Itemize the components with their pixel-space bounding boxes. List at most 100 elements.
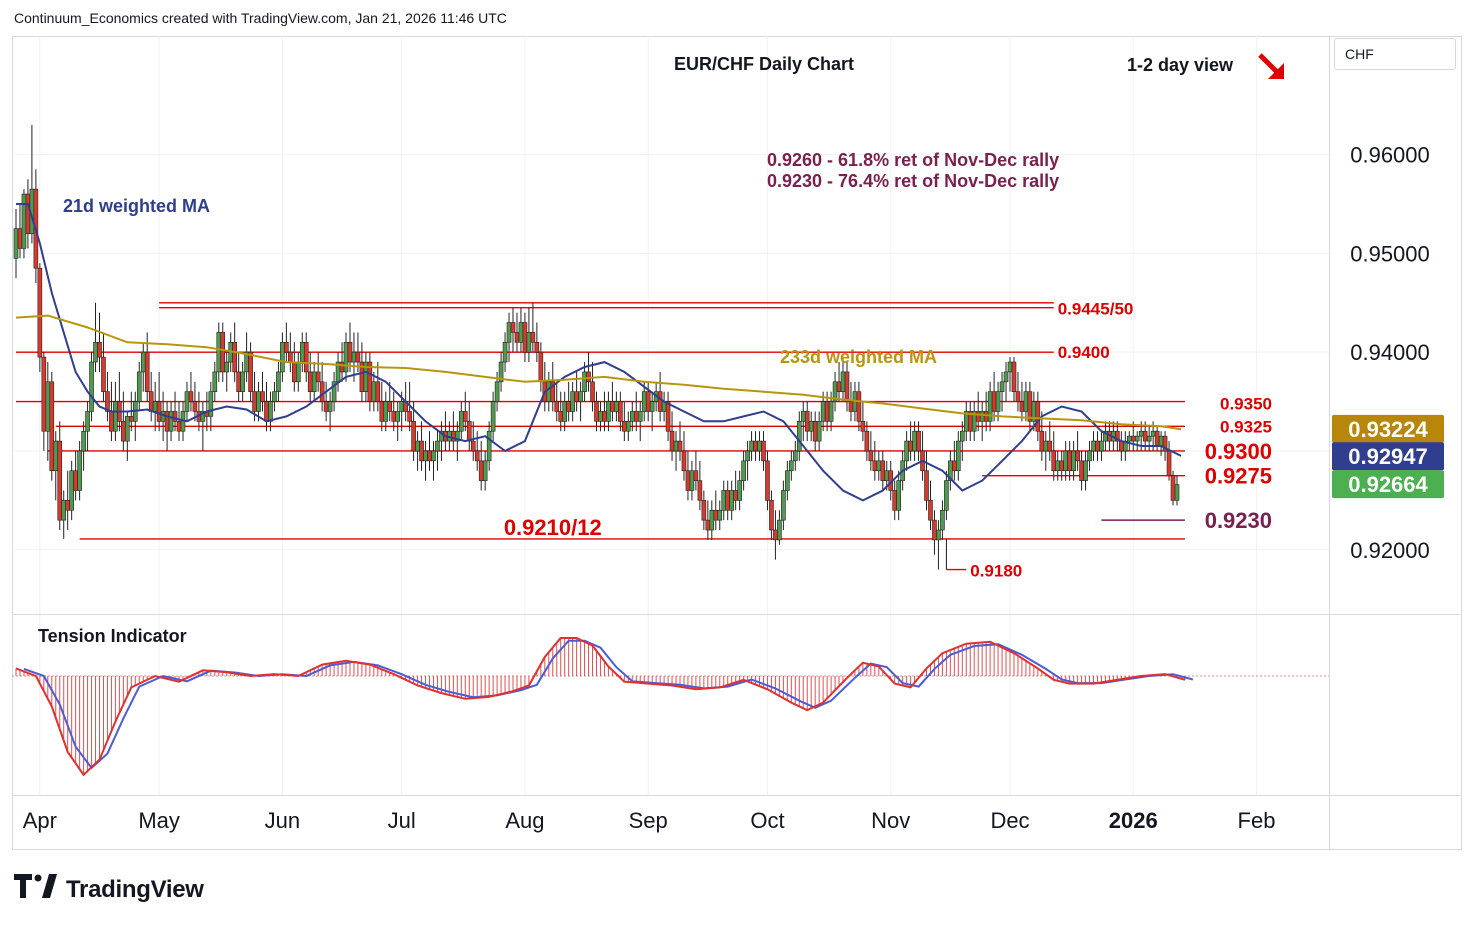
candle-body [697,480,703,501]
candle-body [534,341,540,353]
candle-body [125,416,130,442]
candle [665,391,671,442]
candle-body [319,381,325,402]
candle [57,421,63,531]
candle [940,500,945,540]
candle [697,460,703,511]
candle-body [769,500,774,531]
candle-body [383,401,389,422]
candle [455,421,460,461]
candle-body [514,332,520,343]
candle [1063,441,1068,481]
candle-body [757,440,762,452]
candle [816,411,822,451]
candle [1007,357,1013,392]
candle-body [379,401,385,422]
candle [69,460,74,521]
candle [367,352,373,412]
candle [618,391,623,432]
candle-body [1154,430,1160,447]
candle-body [466,421,472,442]
candle [1067,441,1072,481]
candle [733,470,738,511]
candle [288,332,293,372]
x-tick-label: Apr [23,808,57,833]
candle-body [546,381,552,402]
moving-averages [15,203,1182,502]
candle-body [880,460,886,481]
candle-body [876,460,882,472]
candle [61,490,67,539]
candle [908,421,913,461]
candle [272,381,277,412]
candle [248,342,253,402]
candle-body [21,193,27,249]
candle [439,421,444,461]
candle [725,480,731,521]
candle-body [721,490,727,511]
candle [339,342,345,382]
candle-body [323,401,329,412]
candle-body [85,411,90,432]
candle-body [812,421,818,442]
candle [506,312,512,363]
tradingview-logo[interactable]: TradingView [14,874,204,905]
candle [745,441,750,481]
candle-body [602,411,607,422]
price-badge: 0.92664 [1332,470,1444,499]
candle [693,450,699,491]
candle [240,362,245,402]
candle [37,263,43,372]
candle [868,431,874,471]
candle-body [1003,371,1009,383]
candle-body [77,450,82,491]
candle-body [113,401,118,432]
candle [478,441,484,491]
candle-body [17,228,23,249]
candle [466,401,472,451]
candle-body [1059,460,1064,472]
candle-body [725,490,731,511]
candle-body [1019,401,1025,412]
candle [781,480,786,531]
candle-body [164,411,170,432]
candle [93,302,98,372]
candle-body [121,421,126,442]
candle-body [212,371,218,392]
candle-body [685,470,691,491]
candle [1051,431,1057,481]
candle-body [590,381,595,402]
price-badge: 0.93224 [1332,414,1444,443]
candle [1079,450,1084,491]
candle [681,431,687,481]
candle-body [1099,440,1104,452]
candle-body [93,341,98,363]
candle [860,401,866,442]
candle-body [216,332,222,373]
ma-233d-line [15,314,1182,431]
candle-body [633,411,639,422]
candle [1091,431,1096,461]
candle [284,322,289,363]
candle-body [554,401,560,412]
candle [292,342,297,392]
candle-body [940,509,945,531]
candle-body [1130,435,1136,442]
candle-body [391,411,397,422]
level-label: 0.9445/50 [1058,300,1134,319]
arrow-head [1268,63,1284,79]
candle-body [904,440,909,462]
candle [971,401,977,442]
price-unit-selector[interactable]: CHF [1334,38,1456,70]
candle-body [681,450,687,472]
x-tick-label: Oct [750,808,784,833]
candle-body [936,529,941,541]
candle [669,411,675,461]
level-label: 0.9230 [1205,508,1272,533]
candle-body [761,440,766,462]
candle [176,401,182,442]
candle [276,362,281,402]
candle-body [168,411,174,432]
candle-body [109,411,114,432]
